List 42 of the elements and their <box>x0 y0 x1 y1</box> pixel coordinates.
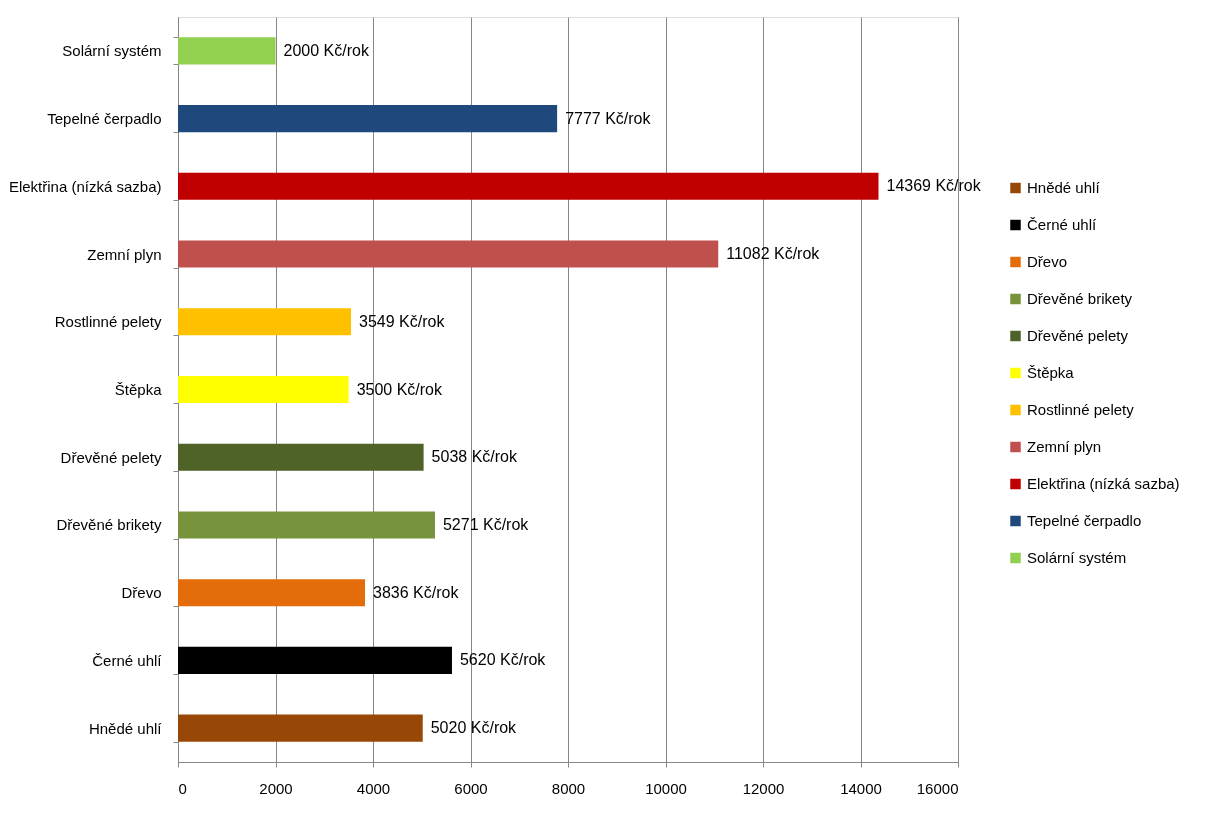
x-tick-label: 12000 <box>742 779 785 797</box>
y-tick-label: Hnědé uhlí <box>88 719 163 737</box>
legend-label: Solární systém <box>1027 549 1127 566</box>
legend-label: Hnědé uhlí <box>1027 179 1101 196</box>
legend-label: Rostlinné pelety <box>1027 401 1135 418</box>
x-tick-label: 10000 <box>645 779 687 797</box>
data-label: 3549 Kč/rok <box>359 312 446 330</box>
y-tick-label: Solární systém <box>62 42 162 60</box>
data-label: 2000 Kč/rok <box>283 41 370 59</box>
y-tick-label: Dřevěné pelety <box>60 448 162 466</box>
data-label: 5020 Kč/rok <box>430 719 518 737</box>
x-tick-label: 2000 <box>259 779 293 797</box>
data-label: 5271 Kč/rok <box>442 515 530 533</box>
y-tick-label: Štěpka <box>114 381 163 398</box>
y-tick-label: Dřevo <box>121 584 162 602</box>
data-label: 11082 Kč/rok <box>726 245 821 263</box>
y-tick-label: Elektřina (nízká sazba) <box>8 177 162 195</box>
legend-label: Tepelné čerpadlo <box>1027 512 1142 529</box>
legend-label: Dřevěné brikety <box>1027 290 1133 307</box>
y-tick-label: Rostlinné pelety <box>54 313 162 331</box>
legend-label: Elektřina (nízká sazba) <box>1027 475 1180 492</box>
y-tick-label: Tepelné čerpadlo <box>47 110 162 128</box>
x-tick-label: 14000 <box>840 779 882 797</box>
data-label: 14369 Kč/rok <box>886 177 982 195</box>
data-label: 5038 Kč/rok <box>431 448 518 466</box>
legend-label: Dřevo <box>1027 253 1068 270</box>
x-tick-label: 8000 <box>551 779 586 797</box>
data-label: 5620 Kč/rok <box>459 651 547 669</box>
data-label: 7777 Kč/rok <box>565 109 652 127</box>
y-tick-label: Dřevěné brikety <box>56 516 162 534</box>
legend-label: Štěpka <box>1027 364 1075 381</box>
legend-label: Dřevěné pelety <box>1027 327 1129 344</box>
x-tick-label: 0 <box>178 779 187 797</box>
x-tick-label: 4000 <box>356 779 391 797</box>
x-tick-label: 16000 <box>916 779 959 797</box>
data-label: 3836 Kč/rok <box>373 583 460 601</box>
legend-label: Zemní plyn <box>1027 438 1102 455</box>
legend-label: Černé uhlí <box>1027 216 1098 233</box>
x-tick-label: 6000 <box>454 779 488 797</box>
y-tick-label: Černé uhlí <box>92 651 163 669</box>
data-label: 3500 Kč/rok <box>356 380 444 398</box>
y-tick-label: Zemní plyn <box>87 245 162 263</box>
